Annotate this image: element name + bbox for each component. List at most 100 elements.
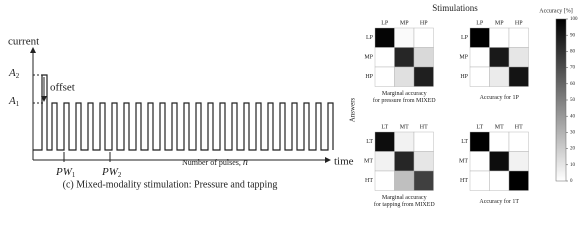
col-label: HT	[515, 124, 523, 130]
colorbar-tick-label: 90	[570, 33, 576, 38]
cell	[413, 66, 434, 87]
level-label-sub: 2	[16, 72, 20, 80]
cell	[489, 27, 510, 48]
cell	[413, 47, 434, 68]
cell	[374, 47, 395, 68]
cell	[489, 47, 510, 68]
pw-label: PW1	[55, 166, 76, 179]
level-label-base: A	[8, 67, 16, 79]
cell	[374, 131, 395, 152]
col-label: HP	[420, 20, 428, 26]
cell	[469, 47, 490, 68]
col-label: HP	[515, 20, 523, 26]
pw-label-sub: 1	[72, 171, 76, 179]
row-label: MP	[364, 55, 373, 61]
col-label: LT	[476, 124, 483, 130]
cell	[508, 47, 529, 68]
figure: current time offset Number of pulses, n …	[8, 3, 578, 208]
title: Stimulations	[432, 3, 478, 13]
waveform: current time offset Number of pulses, n …	[8, 36, 354, 191]
cell	[508, 27, 529, 48]
y-label: current	[8, 36, 39, 48]
cell	[394, 151, 415, 172]
col-label: MP	[495, 20, 504, 26]
row-label: MP	[459, 55, 468, 61]
cell	[469, 170, 490, 191]
cell	[394, 131, 415, 152]
level-label-sub: 1	[16, 100, 20, 108]
colorbar-tick-label: 100	[570, 17, 578, 22]
pw-label-base: PW	[101, 166, 119, 178]
level-label: A2	[8, 67, 20, 80]
x-label: time	[334, 156, 354, 168]
row-label: HP	[365, 74, 373, 80]
cell	[394, 66, 415, 87]
cell	[489, 151, 510, 172]
level-label-base: A	[8, 95, 16, 107]
col-label: LP	[381, 20, 389, 26]
row-label: LT	[366, 139, 373, 145]
pw-label-sub: 2	[118, 171, 122, 179]
row-label: HT	[460, 178, 468, 184]
cell	[374, 170, 395, 191]
colorbar-tick-label: 20	[570, 147, 576, 152]
matrix-caption: Marginal accuracy	[382, 91, 427, 97]
cell	[394, 47, 415, 68]
cell	[508, 151, 529, 172]
offset-label: offset	[50, 82, 75, 94]
row-label: MT	[364, 159, 373, 165]
col-label: MP	[400, 20, 409, 26]
n-label: Number of pulses, n	[182, 157, 248, 168]
matrix-caption: Accuracy for 1T	[479, 198, 519, 205]
row-label: LT	[461, 139, 468, 145]
level-label: A1	[8, 95, 20, 108]
cell	[508, 170, 529, 191]
colorbar	[555, 18, 567, 182]
row-label: HT	[365, 178, 373, 184]
row-label: HP	[460, 74, 468, 80]
cell	[374, 66, 395, 87]
cell	[469, 66, 490, 87]
cell	[374, 151, 395, 172]
cell	[489, 66, 510, 87]
caption: (c) Mixed-modality stimulation: Pressure…	[63, 179, 278, 190]
matrix-caption: for pressure from MIXED	[373, 97, 436, 104]
cell	[413, 131, 434, 152]
colorbar-tick-label: 60	[570, 82, 576, 87]
cell	[413, 151, 434, 172]
colorbar-tick-label: 80	[570, 50, 576, 55]
col-label: MT	[495, 124, 504, 130]
cell	[374, 27, 395, 48]
matrix-caption: Marginal accuracy	[382, 195, 427, 201]
row-label: LP	[461, 35, 469, 41]
cell	[469, 131, 490, 152]
col-label: HT	[420, 124, 428, 130]
colorbar-tick-label: 40	[570, 114, 576, 119]
matrix-caption: Accuracy for 1P	[480, 94, 520, 101]
cell	[508, 131, 529, 152]
n-text: Number of pulses,	[182, 158, 243, 167]
heatmaps: Stimulations Answers Accuracy [%] LP LP MP…	[349, 3, 578, 208]
row-label: LP	[366, 35, 374, 41]
cell	[489, 170, 510, 191]
cell	[413, 27, 434, 48]
cell	[469, 27, 490, 48]
col-label: MT	[400, 124, 409, 130]
colorbar-tick-label: 10	[570, 163, 576, 168]
cell	[413, 170, 434, 191]
pw-label: PW2	[101, 166, 122, 179]
row-label: MT	[459, 159, 468, 165]
cell	[508, 66, 529, 87]
col-label: LP	[476, 20, 484, 26]
y-label: Answers	[349, 97, 357, 122]
colorbar-label: Accuracy [%]	[539, 8, 572, 14]
cell	[469, 151, 490, 172]
waveform-line	[33, 74, 334, 151]
cell	[394, 170, 415, 191]
cell	[489, 131, 510, 152]
colorbar-tick-label: 70	[570, 66, 576, 71]
pw-label-base: PW	[55, 166, 73, 178]
colorbar-tick-label: 0	[570, 179, 573, 184]
colorbar-tick-label: 30	[570, 131, 576, 136]
matrix-caption: for tapping from MIXED	[374, 201, 435, 208]
